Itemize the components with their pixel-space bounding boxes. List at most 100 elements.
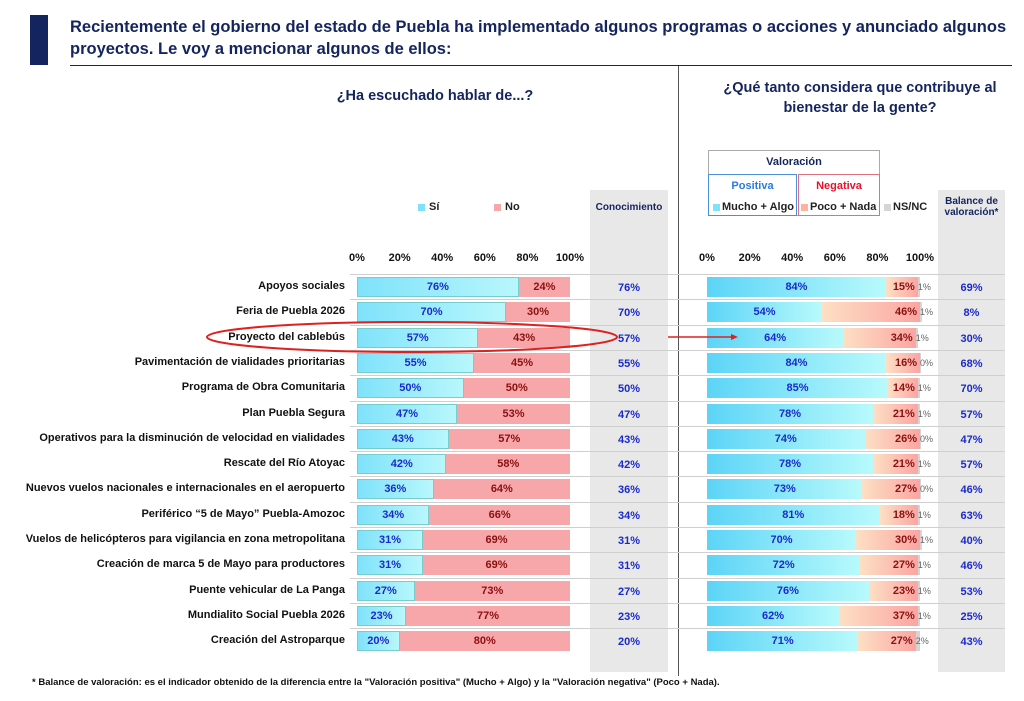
si-bar: 34% xyxy=(357,504,430,525)
page-title: Recientemente el gobierno del estado de … xyxy=(70,18,1007,58)
positive-bar: 70% xyxy=(707,530,857,550)
si-bar: 27% xyxy=(357,580,415,601)
positive-bar: 72% xyxy=(707,555,861,576)
conocimiento-column xyxy=(590,190,668,672)
right-axis-tick: 40% xyxy=(781,252,804,264)
balance-value: 69% xyxy=(960,282,983,294)
conocimiento-value: 20% xyxy=(617,636,641,649)
left-axis-tick: 80% xyxy=(516,252,539,264)
balance-header: Balance de valoración* xyxy=(944,196,999,218)
negative-bar: 27% xyxy=(862,479,920,500)
positive-bar: 84% xyxy=(707,352,886,373)
row-label: Programa de Obra Comunitaria xyxy=(181,381,345,394)
si-bar: 36% xyxy=(357,479,434,500)
row-separator xyxy=(350,476,1005,478)
no-bar: 53% xyxy=(457,403,570,424)
left-axis-tick: 20% xyxy=(388,252,411,264)
no-bar: 77% xyxy=(405,605,570,626)
left-axis-tick: 40% xyxy=(431,252,454,264)
positive-bar: 73% xyxy=(707,479,863,500)
conocimiento-value: 43% xyxy=(617,433,641,446)
right-chart-title: ¿Qué tanto considera que contribuye al b… xyxy=(723,80,997,116)
positive-bar: 54% xyxy=(707,302,823,323)
balance-value: 70% xyxy=(960,383,983,396)
conocimiento-value: 55% xyxy=(617,357,641,370)
si-swatch xyxy=(418,203,425,211)
positive-bar: 71% xyxy=(707,631,859,652)
conocimiento-value: 31% xyxy=(617,560,641,573)
row-label: Creación de marca 5 de Mayo para product… xyxy=(96,558,345,571)
balance-value: 57% xyxy=(960,459,983,472)
negative-bar: 37% xyxy=(839,605,918,626)
balance-value: 63% xyxy=(960,509,983,522)
no-bar: 80% xyxy=(399,631,570,652)
legend-positiva: Positiva xyxy=(731,180,774,192)
no-swatch xyxy=(494,203,501,211)
positive-bar: 85% xyxy=(707,378,889,399)
no-bar: 73% xyxy=(414,580,570,601)
panel-divider xyxy=(678,66,679,676)
conocimiento-value: 31% xyxy=(617,535,641,547)
si-bar: 42% xyxy=(357,454,447,475)
row-separator xyxy=(350,349,1005,351)
conocimiento-value: 57% xyxy=(617,332,641,345)
negative-bar: 21% xyxy=(873,403,918,424)
right-axis-tick: 20% xyxy=(738,252,761,264)
positive-bar: 78% xyxy=(707,403,874,424)
positive-bar: 81% xyxy=(707,504,880,525)
balance-value: 68% xyxy=(960,357,983,370)
legend-si: Sí xyxy=(418,201,439,213)
positive-bar: 76% xyxy=(707,580,869,601)
balance-value: 40% xyxy=(960,535,983,547)
positive-bar: 64% xyxy=(707,327,844,348)
no-bar: 58% xyxy=(446,454,570,475)
row-label: Periférico “5 de Mayo” Puebla-Amozoc xyxy=(141,507,345,520)
no-bar: 30% xyxy=(506,302,570,323)
balance-value: 46% xyxy=(960,560,983,573)
si-bar: 47% xyxy=(357,403,458,424)
balance-column xyxy=(938,190,1005,672)
conocimiento-value: 36% xyxy=(617,484,641,497)
legend-poco-nada: Poco + Nada xyxy=(801,201,876,213)
negative-bar: 14% xyxy=(888,378,918,399)
row-separator xyxy=(350,375,1005,377)
row-label: Apoyos sociales xyxy=(258,280,345,292)
row-separator xyxy=(350,628,1005,630)
positive-bar: 84% xyxy=(707,277,886,297)
negative-bar: 27% xyxy=(860,555,918,576)
negative-bar: 27% xyxy=(858,631,916,652)
no-bar: 64% xyxy=(433,479,570,500)
si-bar: 76% xyxy=(357,277,519,297)
row-label: Puente vehicular de La Panga xyxy=(189,583,345,596)
balance-value: 47% xyxy=(960,433,983,446)
legend-negative-box xyxy=(798,174,880,216)
legend-positive-box xyxy=(708,174,797,216)
row-label: Operativos para la disminución de veloci… xyxy=(39,431,345,444)
si-bar: 31% xyxy=(357,530,424,550)
no-bar: 66% xyxy=(429,504,570,525)
legend-mucho-algo: Mucho + Algo xyxy=(713,201,794,213)
row-separator xyxy=(350,274,1005,275)
negative-bar: 30% xyxy=(856,530,920,550)
no-bar: 69% xyxy=(423,555,570,576)
balance-value: 53% xyxy=(960,585,983,598)
si-bar: 50% xyxy=(357,378,464,399)
title-divider xyxy=(70,65,1012,66)
si-bar: 23% xyxy=(357,605,406,626)
no-bar: 24% xyxy=(518,277,570,297)
negative-bar: 18% xyxy=(879,504,918,525)
right-axis-tick: 100% xyxy=(905,252,935,264)
legend-nsnc: NS/NC xyxy=(884,201,927,213)
legend-negativa: Negativa xyxy=(816,180,862,192)
negative-bar: 26% xyxy=(864,428,920,449)
si-bar: 55% xyxy=(357,352,475,373)
row-label: Vuelos de helicópteros para vigilancia e… xyxy=(25,533,345,545)
negative-bar: 16% xyxy=(885,352,920,373)
balance-value: 46% xyxy=(960,484,983,497)
conocimiento-value: 23% xyxy=(617,610,641,623)
conocimiento-value: 47% xyxy=(617,408,641,421)
conocimiento-value: 27% xyxy=(617,585,641,598)
no-bar: 50% xyxy=(463,378,570,399)
si-bar: 20% xyxy=(357,631,400,652)
